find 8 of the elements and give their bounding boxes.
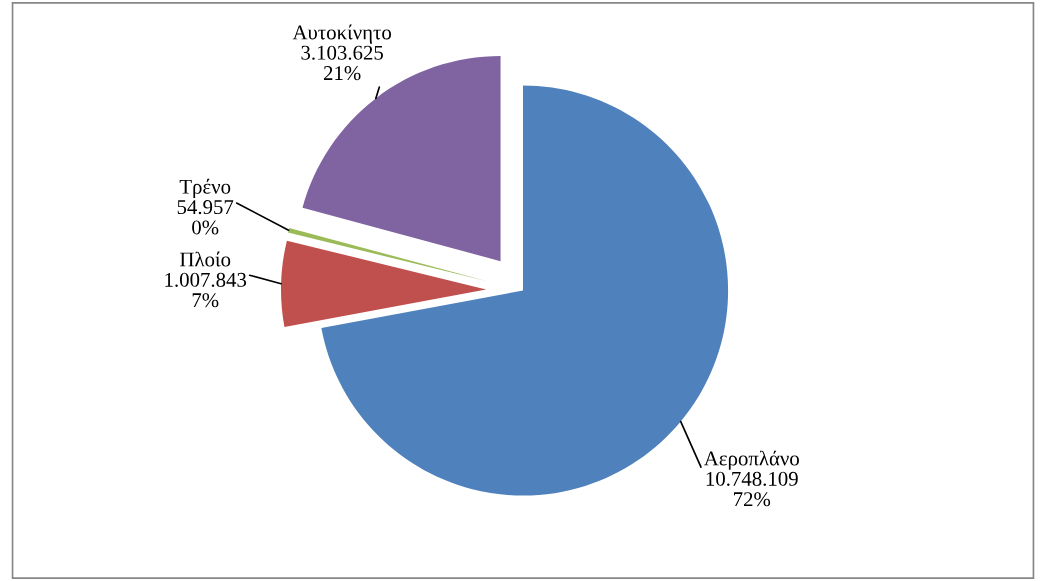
slice-label: Τρένο: [179, 178, 231, 198]
slice-label: Πλοίο: [180, 251, 231, 267]
data-label: 1.007.843 7%: [165, 272, 247, 308]
data-label: 3.103.625 21%: [301, 45, 383, 81]
slice-label: Αεροπλάνο: [703, 450, 799, 470]
slice-label: Αυτοκίνητο: [292, 24, 392, 44]
data-label: 54.957 0%: [177, 200, 234, 235]
data-label: 10.748.109 72%: [706, 471, 798, 507]
